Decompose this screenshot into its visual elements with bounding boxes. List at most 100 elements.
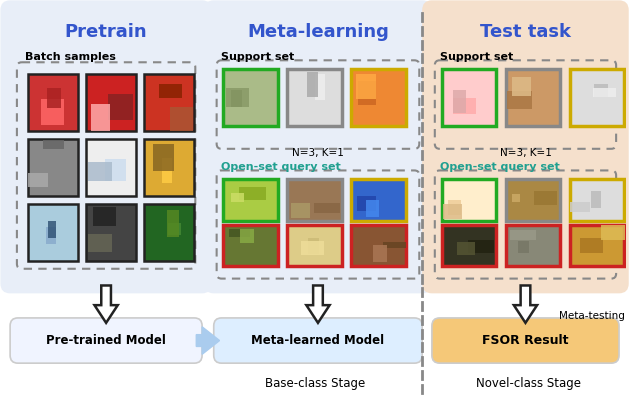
Bar [46, 227, 56, 245]
Bar [468, 239, 493, 253]
Bar [570, 202, 591, 212]
Bar [226, 88, 248, 107]
Bar [512, 195, 520, 202]
Bar [287, 69, 342, 126]
Text: Meta-learning: Meta-learning [247, 23, 389, 41]
Bar [86, 74, 136, 131]
Bar [454, 98, 476, 114]
Text: Support set: Support set [440, 52, 513, 62]
Text: Pre-trained Model: Pre-trained Model [46, 334, 166, 347]
Bar [291, 203, 310, 218]
FancyBboxPatch shape [214, 318, 422, 363]
Bar [168, 223, 182, 235]
Bar [518, 241, 529, 253]
Bar [356, 74, 376, 99]
Bar [358, 81, 376, 105]
Text: Meta-learned Model: Meta-learned Model [252, 334, 385, 347]
Bar [223, 225, 278, 266]
Bar [28, 204, 78, 261]
Bar [351, 69, 406, 126]
FancyBboxPatch shape [422, 0, 628, 293]
Bar [442, 225, 496, 266]
Bar [223, 69, 278, 126]
Text: Open-set query set: Open-set query set [440, 162, 559, 172]
Bar [601, 225, 625, 240]
Bar [144, 74, 195, 131]
Bar [28, 74, 78, 131]
Text: Batch samples: Batch samples [25, 52, 116, 62]
Bar [287, 179, 342, 221]
Polygon shape [95, 285, 118, 323]
Bar [287, 225, 342, 266]
Bar [351, 225, 406, 266]
Bar [570, 179, 624, 221]
Bar [580, 238, 603, 253]
Polygon shape [514, 285, 537, 323]
Text: Support set: Support set [221, 52, 295, 62]
Bar [167, 210, 179, 237]
Bar [229, 229, 250, 237]
Bar [86, 204, 136, 261]
FancyBboxPatch shape [204, 0, 432, 293]
Bar [239, 187, 266, 200]
Bar [443, 204, 462, 219]
Text: N=3, K=1: N=3, K=1 [292, 148, 344, 158]
Bar [510, 230, 536, 241]
Bar [108, 94, 133, 120]
Bar [308, 238, 319, 254]
Bar [144, 204, 195, 261]
Bar [594, 84, 608, 97]
Bar [513, 77, 531, 96]
Bar [93, 207, 116, 226]
Bar [442, 69, 496, 126]
Polygon shape [196, 327, 220, 354]
Bar [373, 245, 387, 262]
Bar [162, 158, 172, 183]
Bar [593, 89, 616, 97]
Polygon shape [307, 285, 330, 323]
FancyBboxPatch shape [1, 0, 212, 293]
Text: Meta-testing: Meta-testing [559, 311, 625, 321]
Bar [91, 104, 111, 131]
Bar [154, 144, 173, 171]
Bar [442, 179, 496, 221]
Bar [591, 191, 602, 208]
Text: N=3, K=1: N=3, K=1 [500, 148, 552, 158]
Bar [507, 91, 532, 109]
Bar [570, 69, 624, 126]
Bar [534, 191, 557, 204]
Text: Test task: Test task [480, 23, 571, 41]
Bar [506, 69, 560, 126]
Bar [570, 225, 624, 266]
Bar [104, 159, 126, 181]
Bar [351, 179, 406, 221]
Bar [457, 242, 475, 255]
Bar [223, 179, 278, 221]
Text: Pretrain: Pretrain [65, 23, 147, 41]
Bar [314, 203, 340, 213]
Bar [47, 88, 61, 108]
Text: FSOR Result: FSOR Result [482, 334, 569, 347]
Bar [231, 91, 242, 108]
Bar [365, 200, 378, 217]
Bar [301, 241, 324, 254]
Bar [88, 162, 112, 181]
Bar [307, 72, 317, 97]
Bar [144, 139, 195, 196]
Bar [170, 106, 193, 131]
Bar [159, 84, 182, 98]
Bar [506, 225, 560, 266]
Bar [86, 139, 136, 196]
Bar [316, 74, 324, 100]
FancyBboxPatch shape [10, 318, 202, 363]
Bar [241, 229, 254, 243]
Text: Base-class Stage: Base-class Stage [266, 377, 365, 390]
Bar [383, 242, 406, 249]
Text: Open-set query set: Open-set query set [221, 162, 341, 172]
Text: Novel-class Stage: Novel-class Stage [476, 377, 581, 390]
Bar [506, 179, 560, 221]
FancyBboxPatch shape [432, 318, 619, 363]
Bar [448, 200, 461, 215]
Bar [48, 222, 56, 238]
Bar [28, 139, 78, 196]
